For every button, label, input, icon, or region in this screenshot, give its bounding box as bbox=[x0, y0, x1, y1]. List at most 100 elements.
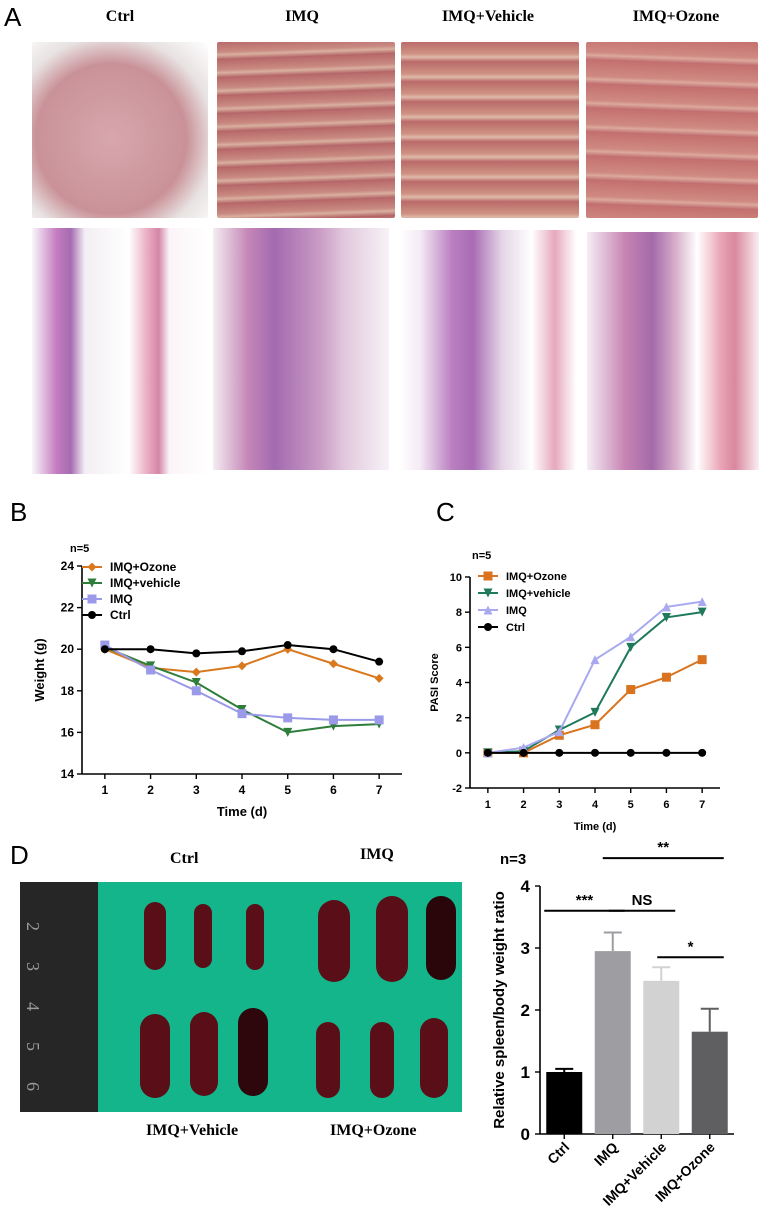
x-tick-label: Ctrl bbox=[544, 1139, 572, 1167]
y-tick-label: 18 bbox=[61, 684, 75, 698]
legend-label: IMQ bbox=[506, 605, 527, 617]
x-tick-label: 6 bbox=[330, 783, 337, 797]
data-point bbox=[626, 685, 636, 695]
legend-marker bbox=[87, 562, 97, 572]
data-point bbox=[283, 727, 293, 737]
data-point bbox=[100, 640, 110, 650]
y-tick-label: 3 bbox=[521, 939, 530, 958]
data-point bbox=[374, 673, 384, 683]
series-ctrl bbox=[100, 641, 384, 666]
data-point bbox=[697, 607, 707, 617]
x-tick-label: 5 bbox=[284, 783, 291, 797]
legend-marker bbox=[483, 588, 493, 598]
spleen-ctrl-3 bbox=[246, 904, 264, 970]
spleen-ozone-1 bbox=[316, 1022, 340, 1098]
legend-label: Ctrl bbox=[110, 608, 131, 622]
histology-imq bbox=[213, 228, 389, 470]
data-point bbox=[375, 657, 384, 666]
series-ctrl bbox=[483, 748, 707, 757]
data-point bbox=[661, 612, 671, 622]
skin-photo-imq-vehicle bbox=[401, 42, 579, 218]
significance-label: NS bbox=[632, 892, 653, 909]
histology-imq-vehicle bbox=[399, 230, 576, 470]
y-tick-label: 6 bbox=[456, 642, 462, 654]
y-tick-label: 4 bbox=[521, 877, 531, 896]
data-point bbox=[329, 645, 338, 654]
histology-imq-ozone bbox=[587, 232, 759, 470]
data-point bbox=[661, 602, 671, 612]
col-header-ctrl: Ctrl bbox=[105, 8, 135, 25]
data-point bbox=[555, 748, 564, 757]
legend-marker bbox=[87, 594, 97, 604]
data-point bbox=[192, 649, 201, 658]
y-tick-label: 22 bbox=[61, 601, 75, 615]
n-label: n=3 bbox=[500, 851, 526, 868]
skin-photo-imq bbox=[217, 42, 395, 218]
legend-label: IMQ+Ozone bbox=[506, 571, 567, 583]
data-point bbox=[662, 748, 671, 757]
spleen-ratio-chart: 0 1 2 3 4 Relative spleen/body weight ratio n=… bbox=[491, 840, 734, 1209]
col-header-imq: IMQ bbox=[285, 8, 319, 25]
x-tick-label: 2 bbox=[521, 799, 527, 811]
x-axis-label: Time (d) bbox=[574, 821, 617, 833]
weight-chart: 14 16 18 20 22 24 1 2 3 4 5 6 7 Time (d) Weight (g) n=5… bbox=[32, 543, 402, 819]
legend-marker bbox=[88, 611, 96, 619]
data-point bbox=[328, 659, 338, 669]
x-axis-label: Time (d) bbox=[217, 804, 267, 819]
data-point bbox=[554, 727, 564, 737]
y-tick-label: 2 bbox=[456, 713, 462, 725]
x-tick-label: 1 bbox=[102, 783, 109, 797]
spleen-shapes bbox=[140, 896, 456, 1098]
spleen-ozone-3 bbox=[420, 1018, 448, 1098]
spleen-label-imq-ozone: IMQ+Ozone bbox=[330, 1122, 417, 1139]
significance-label: * bbox=[688, 938, 694, 955]
spleen-label-ctrl: Ctrl bbox=[170, 850, 199, 867]
bar-ctrl bbox=[546, 1072, 583, 1134]
data-point bbox=[237, 709, 247, 719]
y-tick-label: 16 bbox=[61, 725, 75, 739]
data-point bbox=[590, 707, 600, 717]
data-point bbox=[626, 632, 636, 642]
spleen-ctrl-2 bbox=[194, 904, 212, 968]
x-tick-label: 5 bbox=[628, 799, 634, 811]
data-point bbox=[283, 641, 292, 650]
y-tick-label: 0 bbox=[521, 1125, 530, 1144]
col-header-imq-ozone: IMQ+Ozone bbox=[632, 8, 720, 25]
data-point bbox=[328, 715, 338, 725]
legend-label: IMQ+vehicle bbox=[110, 576, 181, 590]
data-point bbox=[483, 748, 492, 757]
data-point bbox=[146, 665, 156, 675]
panel-c-letter: C bbox=[436, 497, 455, 527]
legend-label: IMQ+vehicle bbox=[506, 588, 571, 600]
data-point bbox=[590, 655, 600, 665]
x-tick-label: 1 bbox=[485, 799, 491, 811]
panel-b-letter: B bbox=[10, 497, 28, 527]
skin-photo-ctrl bbox=[32, 42, 208, 218]
spleen-ctrl-1 bbox=[144, 902, 166, 970]
data-point bbox=[237, 661, 247, 671]
col-header-imq-vehicle: IMQ+Vehicle bbox=[441, 8, 535, 25]
x-tick-label: 6 bbox=[663, 799, 669, 811]
series-imq bbox=[100, 640, 384, 725]
panel-d-letter: D bbox=[10, 840, 29, 870]
x-tick-label: 4 bbox=[592, 799, 599, 811]
data-point bbox=[697, 597, 707, 607]
n-label: n=5 bbox=[70, 543, 89, 555]
bar-imq bbox=[594, 951, 631, 1134]
data-point bbox=[100, 645, 109, 654]
data-point bbox=[519, 748, 528, 757]
bar-imq-vehicle bbox=[643, 980, 680, 1134]
series-imq-vehicle bbox=[100, 642, 384, 737]
y-tick-label: 14 bbox=[61, 767, 75, 781]
data-point bbox=[146, 645, 155, 654]
ruler bbox=[20, 882, 98, 1112]
legend-marker bbox=[87, 578, 97, 588]
y-tick-label: 24 bbox=[61, 559, 75, 573]
data-point bbox=[697, 655, 707, 665]
x-tick-label: IMQ bbox=[591, 1139, 621, 1169]
x-tick-label: 3 bbox=[556, 799, 562, 811]
data-point bbox=[191, 667, 201, 677]
y-tick-label: 0 bbox=[456, 748, 462, 760]
significance-label: ** bbox=[657, 840, 669, 856]
